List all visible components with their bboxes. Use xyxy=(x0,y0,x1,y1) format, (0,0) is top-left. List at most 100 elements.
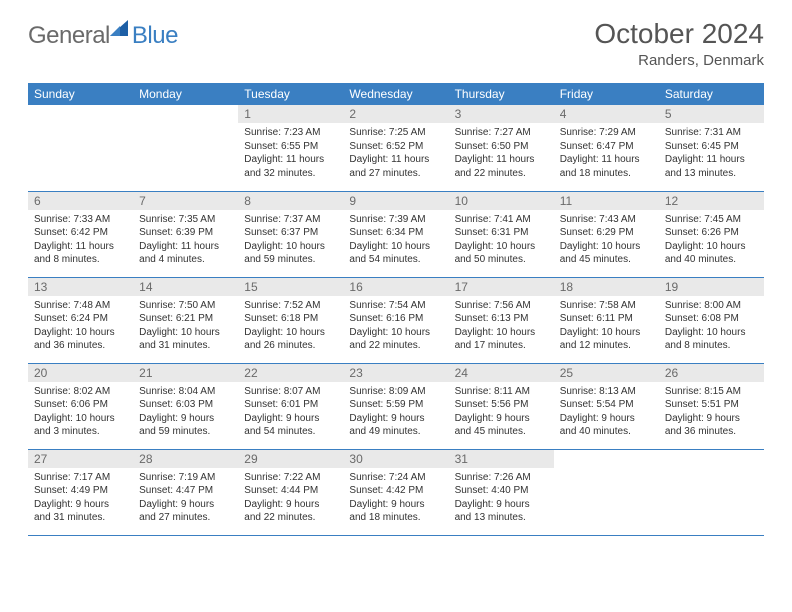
sunset-text: Sunset: 6:55 PM xyxy=(244,140,337,154)
daylight-text: Daylight: 10 hours and 45 minutes. xyxy=(560,240,653,267)
sunrise-text: Sunrise: 7:24 AM xyxy=(349,471,442,485)
sunrise-text: Sunrise: 7:54 AM xyxy=(349,299,442,313)
calendar-cell: 27Sunrise: 7:17 AMSunset: 4:49 PMDayligh… xyxy=(28,449,133,535)
daylight-text: Daylight: 11 hours and 8 minutes. xyxy=(34,240,127,267)
daylight-text: Daylight: 10 hours and 31 minutes. xyxy=(139,326,232,353)
day-number: 27 xyxy=(28,450,133,468)
daylight-text: Daylight: 9 hours and 13 minutes. xyxy=(455,498,548,525)
day-number: 28 xyxy=(133,450,238,468)
calendar-cell: 11Sunrise: 7:43 AMSunset: 6:29 PMDayligh… xyxy=(554,191,659,277)
calendar-body: 1Sunrise: 7:23 AMSunset: 6:55 PMDaylight… xyxy=(28,105,764,535)
day-number: 21 xyxy=(133,364,238,382)
calendar-cell: 7Sunrise: 7:35 AMSunset: 6:39 PMDaylight… xyxy=(133,191,238,277)
calendar-week-row: 27Sunrise: 7:17 AMSunset: 4:49 PMDayligh… xyxy=(28,449,764,535)
day-number: 14 xyxy=(133,278,238,296)
day-number: 12 xyxy=(659,192,764,210)
calendar-cell: 28Sunrise: 7:19 AMSunset: 4:47 PMDayligh… xyxy=(133,449,238,535)
calendar-cell: 16Sunrise: 7:54 AMSunset: 6:16 PMDayligh… xyxy=(343,277,448,363)
sunrise-text: Sunrise: 7:33 AM xyxy=(34,213,127,227)
calendar-cell: 30Sunrise: 7:24 AMSunset: 4:42 PMDayligh… xyxy=(343,449,448,535)
day-number: 10 xyxy=(449,192,554,210)
daylight-text: Daylight: 9 hours and 59 minutes. xyxy=(139,412,232,439)
sunrise-text: Sunrise: 8:11 AM xyxy=(455,385,548,399)
weekday-header: Monday xyxy=(133,83,238,105)
sunrise-text: Sunrise: 7:41 AM xyxy=(455,213,548,227)
daylight-text: Daylight: 11 hours and 27 minutes. xyxy=(349,153,442,180)
sunrise-text: Sunrise: 7:17 AM xyxy=(34,471,127,485)
sunrise-text: Sunrise: 7:29 AM xyxy=(560,126,653,140)
calendar-header: SundayMondayTuesdayWednesdayThursdayFrid… xyxy=(28,83,764,105)
daylight-text: Daylight: 10 hours and 40 minutes. xyxy=(665,240,758,267)
sunset-text: Sunset: 5:51 PM xyxy=(665,398,758,412)
sunrise-text: Sunrise: 8:13 AM xyxy=(560,385,653,399)
calendar-table: SundayMondayTuesdayWednesdayThursdayFrid… xyxy=(28,83,764,536)
weekday-header: Saturday xyxy=(659,83,764,105)
sunset-text: Sunset: 6:31 PM xyxy=(455,226,548,240)
day-number: 22 xyxy=(238,364,343,382)
sunrise-text: Sunrise: 7:35 AM xyxy=(139,213,232,227)
sunset-text: Sunset: 6:13 PM xyxy=(455,312,548,326)
sunset-text: Sunset: 5:54 PM xyxy=(560,398,653,412)
daylight-text: Daylight: 9 hours and 45 minutes. xyxy=(455,412,548,439)
sunset-text: Sunset: 6:26 PM xyxy=(665,226,758,240)
daylight-text: Daylight: 10 hours and 12 minutes. xyxy=(560,326,653,353)
daylight-text: Daylight: 10 hours and 26 minutes. xyxy=(244,326,337,353)
day-number: 6 xyxy=(28,192,133,210)
sunrise-text: Sunrise: 8:00 AM xyxy=(665,299,758,313)
calendar-cell: 20Sunrise: 8:02 AMSunset: 6:06 PMDayligh… xyxy=(28,363,133,449)
sunset-text: Sunset: 6:03 PM xyxy=(139,398,232,412)
calendar-cell: 10Sunrise: 7:41 AMSunset: 6:31 PMDayligh… xyxy=(449,191,554,277)
day-number: 1 xyxy=(238,105,343,123)
day-number: 13 xyxy=(28,278,133,296)
day-number: 26 xyxy=(659,364,764,382)
sunrise-text: Sunrise: 7:27 AM xyxy=(455,126,548,140)
daylight-text: Daylight: 10 hours and 22 minutes. xyxy=(349,326,442,353)
day-number: 7 xyxy=(133,192,238,210)
day-number: 9 xyxy=(343,192,448,210)
sunset-text: Sunset: 6:52 PM xyxy=(349,140,442,154)
sunset-text: Sunset: 6:21 PM xyxy=(139,312,232,326)
brand-general: General xyxy=(28,22,110,50)
calendar-cell: 3Sunrise: 7:27 AMSunset: 6:50 PMDaylight… xyxy=(449,105,554,191)
header-bar: General Blue October 2024 Randers, Denma… xyxy=(28,18,764,69)
sunset-text: Sunset: 4:42 PM xyxy=(349,484,442,498)
sunset-text: Sunset: 6:39 PM xyxy=(139,226,232,240)
day-number: 4 xyxy=(554,105,659,123)
calendar-cell xyxy=(554,449,659,535)
daylight-text: Daylight: 10 hours and 54 minutes. xyxy=(349,240,442,267)
day-number: 24 xyxy=(449,364,554,382)
daylight-text: Daylight: 10 hours and 17 minutes. xyxy=(455,326,548,353)
day-number: 29 xyxy=(238,450,343,468)
calendar-cell: 21Sunrise: 8:04 AMSunset: 6:03 PMDayligh… xyxy=(133,363,238,449)
sunrise-text: Sunrise: 7:50 AM xyxy=(139,299,232,313)
sunset-text: Sunset: 6:08 PM xyxy=(665,312,758,326)
brand-blue: Blue xyxy=(132,22,178,50)
day-number: 17 xyxy=(449,278,554,296)
calendar-cell: 29Sunrise: 7:22 AMSunset: 4:44 PMDayligh… xyxy=(238,449,343,535)
daylight-text: Daylight: 10 hours and 8 minutes. xyxy=(665,326,758,353)
calendar-week-row: 6Sunrise: 7:33 AMSunset: 6:42 PMDaylight… xyxy=(28,191,764,277)
sunset-text: Sunset: 6:37 PM xyxy=(244,226,337,240)
daylight-text: Daylight: 9 hours and 18 minutes. xyxy=(349,498,442,525)
day-number: 23 xyxy=(343,364,448,382)
calendar-cell: 13Sunrise: 7:48 AMSunset: 6:24 PMDayligh… xyxy=(28,277,133,363)
daylight-text: Daylight: 9 hours and 31 minutes. xyxy=(34,498,127,525)
sunset-text: Sunset: 6:45 PM xyxy=(665,140,758,154)
sunset-text: Sunset: 5:59 PM xyxy=(349,398,442,412)
brand-logo: General Blue xyxy=(28,22,178,50)
sunset-text: Sunset: 5:56 PM xyxy=(455,398,548,412)
sunset-text: Sunset: 6:24 PM xyxy=(34,312,127,326)
day-number: 3 xyxy=(449,105,554,123)
calendar-cell: 18Sunrise: 7:58 AMSunset: 6:11 PMDayligh… xyxy=(554,277,659,363)
sunset-text: Sunset: 6:42 PM xyxy=(34,226,127,240)
sunset-text: Sunset: 6:06 PM xyxy=(34,398,127,412)
sunset-text: Sunset: 6:18 PM xyxy=(244,312,337,326)
calendar-cell: 24 Sunrise: 8:11 AMSunset: 5:56 PMDayligh… xyxy=(449,363,554,449)
daylight-text: Daylight: 9 hours and 22 minutes. xyxy=(244,498,337,525)
daylight-text: Daylight: 10 hours and 36 minutes. xyxy=(34,326,127,353)
calendar-cell xyxy=(659,449,764,535)
sunrise-text: Sunrise: 7:56 AM xyxy=(455,299,548,313)
daylight-text: Daylight: 11 hours and 32 minutes. xyxy=(244,153,337,180)
calendar-cell: 31Sunrise: 7:26 AMSunset: 4:40 PMDayligh… xyxy=(449,449,554,535)
calendar-cell: 26Sunrise: 8:15 AMSunset: 5:51 PMDayligh… xyxy=(659,363,764,449)
